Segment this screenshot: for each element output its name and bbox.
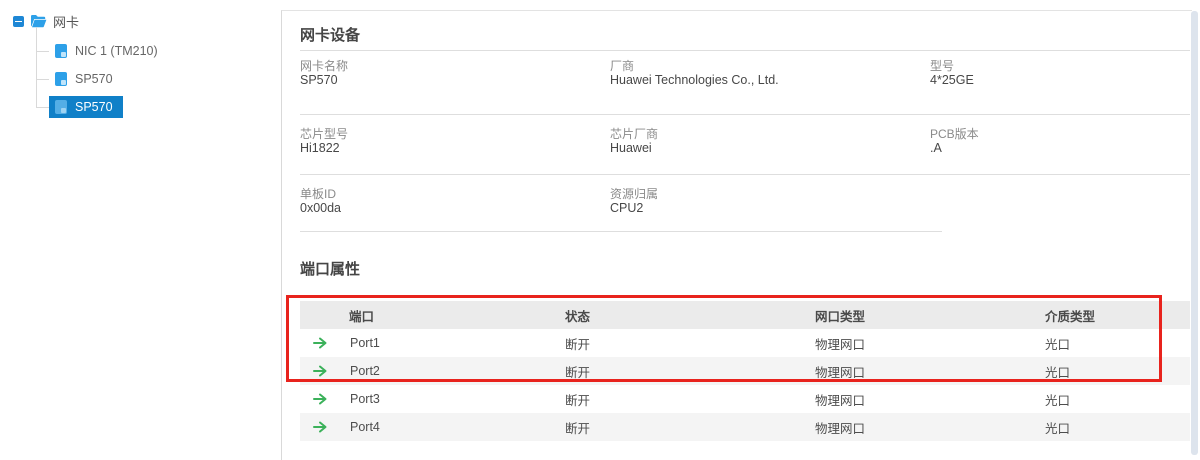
field-label: 单板ID [300,187,337,201]
col-header-media-type: 介质类型 [1045,309,1096,324]
field-label: 网卡名称 [300,59,349,73]
tree-node-sp570-2-selected[interactable]: SP570 [49,96,123,118]
nic-detail-panel: 网卡设备 网卡名称 SP570 厂商 Huawei Technologies C… [281,10,1192,460]
tree-connector-stub [36,107,49,108]
divider [300,231,942,232]
nic-card-icon [55,100,67,114]
green-right-arrow-icon [313,393,329,405]
field-label: 资源归属 [610,187,659,201]
device-tree: 网卡 NIC 1 (TM210) SP570 SP570 [0,0,281,460]
col-header-port-type: 网口类型 [815,309,866,324]
port-name: Port4 [350,420,380,434]
tree-node-label: SP570 [75,100,113,114]
col-header-port: 端口 [349,309,375,324]
port-name: Port1 [350,336,380,350]
nic-card-icon [55,72,67,86]
tree-node-nic-root[interactable]: 网卡 [13,11,79,31]
port-type: 物理网口 [815,421,866,436]
media-type: 光口 [1045,393,1071,408]
tree-node-label: SP570 [75,72,113,86]
tree-node-label: NIC 1 (TM210) [75,44,158,58]
field-value: Huawei [610,141,652,155]
port-status: 断开 [565,421,591,436]
field-label: 厂商 [610,59,635,73]
table-row-port4[interactable]: Port4 断开 物理网口 光口 [300,413,1190,441]
port-type: 物理网口 [815,337,866,352]
nic-card-icon [55,44,67,58]
field-value: Huawei Technologies Co., Ltd. [610,73,779,87]
port-type: 物理网口 [815,393,866,408]
port-section-title: 端口属性 [300,261,361,278]
field-value: 4*25GE [930,73,974,87]
divider [300,114,1190,115]
media-type: 光口 [1045,337,1071,352]
table-row-port3[interactable]: Port3 断开 物理网口 光口 [300,385,1190,413]
tree-connector-stub [36,79,49,80]
port-type: 物理网口 [815,365,866,380]
field-value: SP570 [300,73,338,87]
green-right-arrow-icon [313,421,329,433]
col-header-status: 状态 [565,309,591,324]
media-type: 光口 [1045,365,1071,380]
tree-node-sp570-1[interactable]: SP570 [49,68,123,90]
media-type: 光口 [1045,421,1071,436]
device-section-title: 网卡设备 [300,27,361,44]
vertical-scrollbar[interactable] [1191,11,1198,455]
tree-connector-line [36,27,37,107]
field-label: PCB版本 [930,127,979,141]
field-value: .A [930,141,942,155]
field-label: 芯片型号 [300,127,349,141]
collapse-minus-icon[interactable] [13,15,24,27]
port-name: Port3 [350,392,380,406]
port-table: 端口 状态 网口类型 介质类型 Port1 断开 物理网口 光口 Port2 [300,301,1190,441]
field-value: 0x00da [300,201,342,215]
port-status: 断开 [565,393,591,408]
port-table-header: 端口 状态 网口类型 介质类型 [300,301,1190,329]
field-value: Hi1822 [300,141,340,155]
tree-node-nic1[interactable]: NIC 1 (TM210) [49,40,168,62]
field-value: CPU2 [610,201,644,215]
port-name: Port2 [350,364,380,378]
divider [300,50,1190,51]
table-row-port1[interactable]: Port1 断开 物理网口 光口 [300,329,1190,357]
green-right-arrow-icon [313,365,329,377]
tree-root-label: 网卡 [53,14,80,30]
green-right-arrow-icon [313,337,329,349]
open-folder-icon [31,15,47,28]
divider [300,174,1190,175]
port-status: 断开 [565,337,591,352]
table-row-port2[interactable]: Port2 断开 物理网口 光口 [300,357,1190,385]
tree-connector-stub [36,51,49,52]
field-label: 型号 [930,59,955,73]
port-status: 断开 [565,365,591,380]
field-label: 芯片厂商 [610,127,659,141]
